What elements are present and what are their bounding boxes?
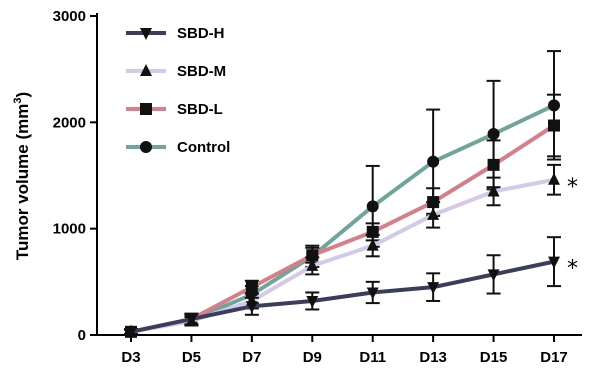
data-point [306, 258, 319, 271]
data-point [366, 200, 379, 213]
legend-marker [140, 64, 152, 76]
data-point [125, 326, 137, 339]
significance-star: * [567, 257, 578, 282]
x-tick-label: D15 [480, 349, 508, 366]
x-tick-label: D9 [303, 349, 322, 366]
data-point [548, 172, 560, 185]
axes [96, 13, 582, 336]
x-ticks: D3 D5 D7 D9 D11 D13 D15 D17 [121, 335, 568, 366]
series-sbd-h [124, 236, 561, 339]
data-point [245, 281, 258, 294]
legend-item: Control [126, 139, 230, 156]
data-point [185, 314, 198, 327]
x-tick-label: D17 [540, 349, 568, 366]
data-point [245, 301, 258, 314]
y-tick-label: 0 [78, 327, 86, 344]
series-layer [124, 50, 561, 339]
legend-label: SBD-H [177, 25, 225, 42]
x-tick-label: D5 [182, 349, 201, 366]
legend-label: SBD-L [177, 101, 223, 118]
x-tick-label: D11 [359, 349, 386, 366]
y-ticks: 0 1000 2000 3000 [53, 8, 97, 344]
y-axis-title-close: ) [13, 92, 32, 98]
annotations: ** [567, 175, 578, 282]
series-line [130, 259, 555, 334]
legend-label: SBD-M [177, 63, 226, 80]
data-point [487, 269, 500, 282]
significance-star: * [567, 175, 578, 200]
series-line [130, 123, 556, 334]
data-point [548, 119, 560, 132]
data-point [366, 238, 379, 251]
data-point [306, 295, 319, 308]
legend-marker [140, 141, 152, 153]
x-tick-label: D7 [242, 349, 261, 366]
y-axis-title-superscript: 3 [12, 98, 24, 104]
data-point [487, 128, 500, 141]
legend-item: SBD-L [126, 101, 223, 118]
legend-item: SBD-H [126, 25, 225, 42]
data-point [548, 256, 560, 269]
legend-item: SBD-M [126, 63, 226, 80]
legend: SBD-H SBD-M SBD-L Control [126, 25, 230, 156]
data-point [487, 184, 500, 197]
y-tick-label: 2000 [53, 114, 86, 131]
data-point [487, 158, 500, 171]
data-point [366, 287, 379, 300]
data-point [427, 282, 440, 295]
y-tick-label: 3000 [53, 8, 86, 25]
series-sbd-m [124, 163, 561, 337]
data-point [427, 155, 440, 168]
legend-label: Control [177, 139, 230, 156]
legend-marker [140, 103, 152, 115]
data-point [427, 207, 440, 220]
x-tick-label: D3 [121, 349, 140, 366]
y-tick-label: 1000 [53, 221, 86, 238]
y-axis-title: Tumor volume (mm3) [12, 92, 32, 260]
y-axis-title-main: Tumor volume (mm [13, 104, 32, 260]
x-tick-label: D13 [419, 349, 447, 366]
legend-marker [140, 28, 152, 40]
